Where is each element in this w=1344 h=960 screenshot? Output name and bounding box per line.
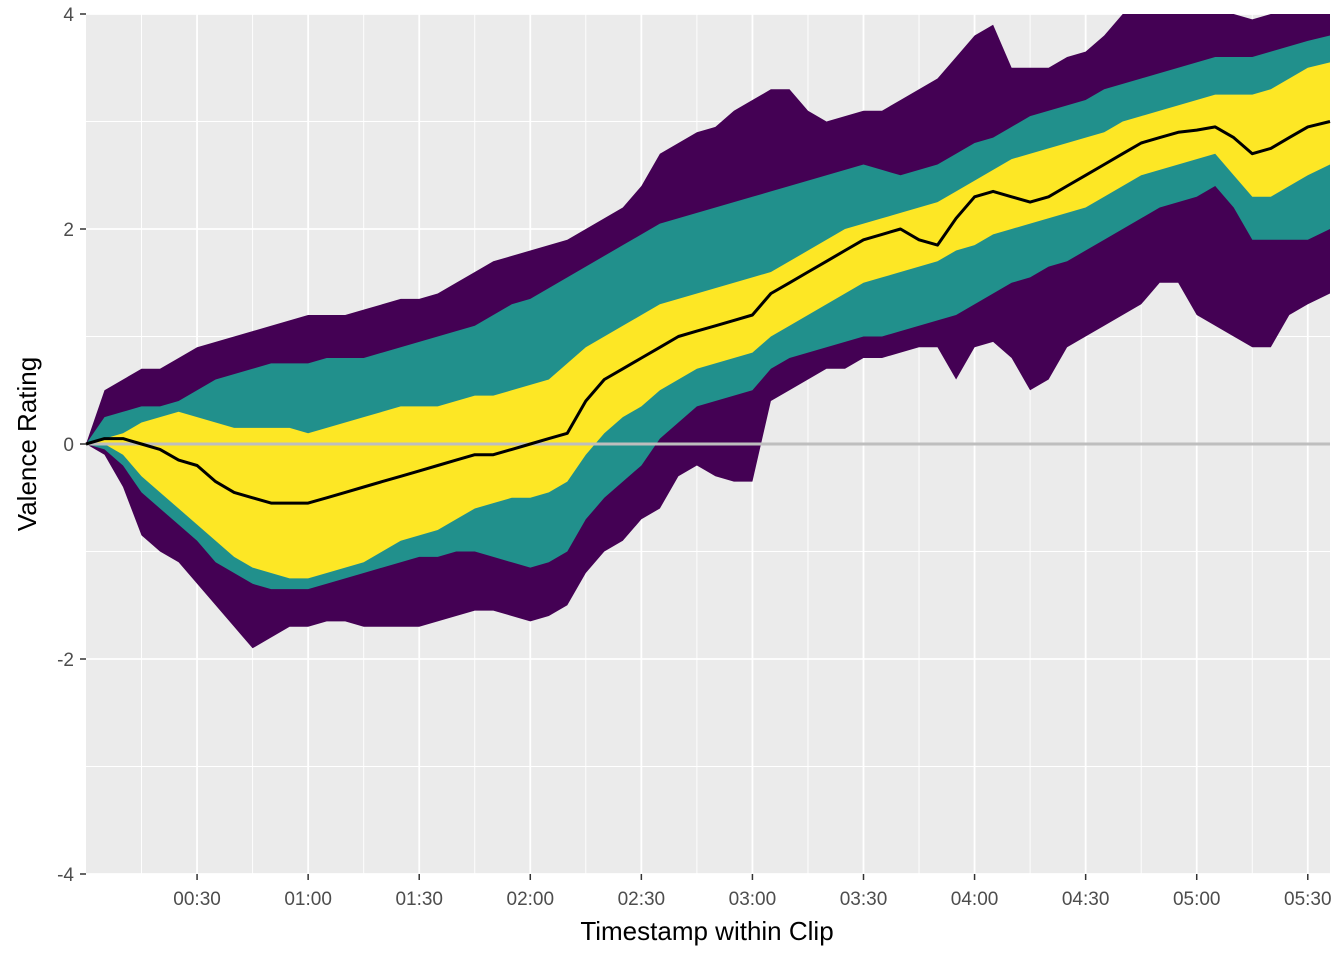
x-axis-title: Timestamp within Clip: [580, 916, 833, 946]
x-tick-label: 05:30: [1284, 889, 1332, 910]
y-axis: -4 -2 0 2 4: [57, 5, 86, 886]
rating-bands: [86, 14, 1330, 649]
x-tick-label: 01:00: [284, 889, 332, 910]
series-line-0: [85, 120, 1331, 505]
y-tick-label: 2: [63, 220, 74, 241]
y-tick-label: 4: [63, 5, 74, 26]
x-tick-label: 04:00: [951, 889, 999, 910]
x-tick-label: 05:00: [1173, 889, 1221, 910]
y-tick-label: -4: [57, 865, 74, 886]
x-tick-label: 00:30: [173, 889, 221, 910]
x-tick-label: 01:30: [395, 889, 443, 910]
x-tick-label: 04:30: [1062, 889, 1110, 910]
x-tick-label: 02:30: [618, 889, 666, 910]
x-tick-label: 03:00: [729, 889, 777, 910]
mean-lines: [85, 120, 1331, 505]
x-axis: 00:30 01:00 01:30 02:00 02:30 03:00 03:30 04:00…: [173, 874, 1332, 910]
y-tick-label: -2: [57, 650, 74, 671]
x-tick-label: 02:00: [507, 889, 555, 910]
x-tick-label: 03:30: [840, 889, 888, 910]
y-axis-title: Valence Rating: [12, 357, 42, 531]
band-inner: [86, 62, 1330, 579]
y-tick-label: 0: [63, 435, 74, 456]
